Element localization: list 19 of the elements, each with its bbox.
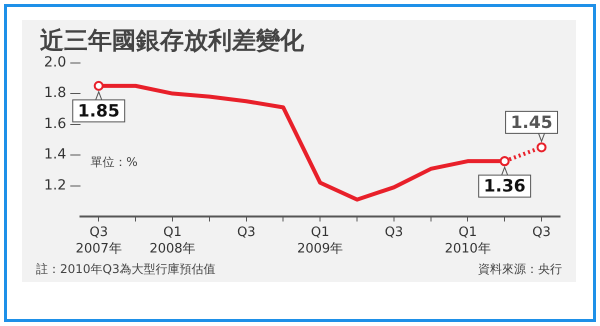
source-note: 資料來源：央行 <box>478 262 562 276</box>
x-tick-label: Q3 <box>532 225 551 240</box>
x-tick-label: Q3 2007年 <box>76 225 122 256</box>
x-tick-label: Q1 2008年 <box>149 225 196 256</box>
y-tick-label: 1.8 <box>44 85 66 102</box>
y-tick-label: 1.6 <box>44 116 66 132</box>
chart-title: 近三年國銀存放利差變化 <box>40 26 305 55</box>
y-tick-label: 1.4 <box>44 146 66 163</box>
x-tick-label: Q3 <box>384 225 404 240</box>
annotation: 單位：% <box>90 154 138 169</box>
x-tick-label: Q1 2010年 <box>444 225 491 256</box>
x-tick-label: Q3 <box>237 225 256 240</box>
data-label: 1.36 <box>484 176 526 197</box>
data-label: 1.85 <box>78 101 120 122</box>
data-label: 1.45 <box>510 112 553 133</box>
text: 註：2010年Q3為大型行庫預估值 <box>36 262 216 276</box>
y-tick-label: 2.0 <box>44 54 66 70</box>
x-tick-label: Q1 2009年 <box>297 225 344 256</box>
y-tick-label: 1.2 <box>44 177 66 194</box>
